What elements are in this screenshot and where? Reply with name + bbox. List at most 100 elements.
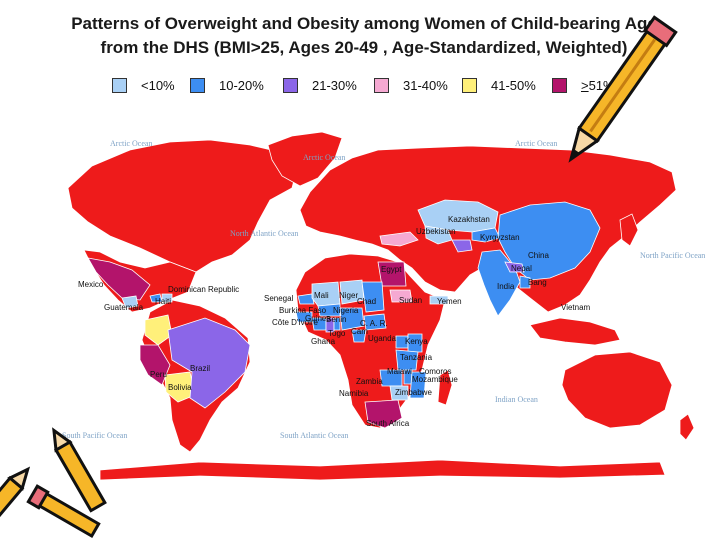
legend-label-41-50: 41-50% <box>491 78 536 93</box>
label-peru: Peru <box>150 370 167 379</box>
label-comoros: Comoros <box>419 367 451 376</box>
region-kyrgyzstan <box>471 227 501 243</box>
legend-swatch-31-40 <box>374 78 389 93</box>
legend: <10% 10-20% 21-30% 31-40% 41-50% >51% <box>0 78 728 98</box>
ocean-label-south-atlantic: South Atlantic Ocean <box>280 431 348 440</box>
label-vietnam: Vietnam <box>561 303 591 312</box>
map-title-line2: from the DHS (BMI>25, Ages 20-49 , Age-S… <box>100 38 628 57</box>
region-china <box>497 201 601 281</box>
legend-label-lt10: <10% <box>141 78 175 93</box>
label-brazil: Brazil <box>190 364 210 373</box>
region-brazil <box>167 317 251 409</box>
region-dominican-republic <box>161 293 173 303</box>
label-mali: Mali <box>314 291 329 300</box>
pencils-clipart-bottom-left <box>0 427 107 546</box>
label-mozambique: Mozambique <box>412 375 458 384</box>
region-kenya <box>407 333 423 353</box>
region-burkina-faso <box>317 303 341 317</box>
label-namibia: Namibia <box>339 389 369 398</box>
label-tanzania: Tanzania <box>400 353 433 362</box>
legend-swatch-lt10 <box>112 78 127 93</box>
north-america <box>67 139 299 273</box>
legend-label-10-20: 10-20% <box>219 78 264 93</box>
dhs-countries <box>87 199 601 429</box>
label-chad: Chad <box>357 297 376 306</box>
region-uzbekistan <box>424 225 453 245</box>
label-guinea: Guinea <box>305 314 331 323</box>
region-zimbabwe <box>389 385 409 401</box>
region-central-asia-small <box>451 239 473 253</box>
region-bangladesh <box>519 275 531 289</box>
legend-item-lt10: <10% <box>112 78 175 93</box>
southeast-asia <box>529 317 621 346</box>
map-title: Patterns of Overweight and Obesity among… <box>0 12 728 60</box>
new-zealand <box>679 413 695 441</box>
label-india: India <box>497 282 515 291</box>
ocean-label-arctic-right: Arctic Ocean <box>515 139 557 148</box>
region-peru <box>139 344 171 386</box>
region-senegal <box>297 293 315 305</box>
region-benin <box>333 317 341 331</box>
legend-label-31-40: 31-40% <box>403 78 448 93</box>
label-niger: Niger <box>339 291 358 300</box>
legend-swatch-21-30 <box>283 78 298 93</box>
label-nigeria: Nigeria <box>333 306 359 315</box>
label-senegal: Senegal <box>264 294 294 303</box>
label-bolivia: Bolivia <box>168 383 192 392</box>
legend-swatch-10-20 <box>190 78 205 93</box>
ocean-label-arctic-center: Arctic Ocean <box>303 153 345 162</box>
region-nigeria <box>339 307 365 331</box>
label-kenya: Kenya <box>405 337 428 346</box>
ocean-label-north-atlantic: North Atlantic Ocean <box>230 229 298 238</box>
legend-gte-symbol: > <box>581 78 589 93</box>
label-china: China <box>528 251 549 260</box>
legend-swatch-gte51 <box>552 78 567 93</box>
australia <box>561 351 673 429</box>
label-malawi: Malawi <box>387 367 412 376</box>
region-bolivia <box>164 371 196 403</box>
label-burkina-faso: Burkina Faso <box>279 306 327 315</box>
ocean-label-north-pacific: North Pacific Ocean <box>640 251 705 260</box>
region-chad <box>361 281 385 313</box>
pencil-clipart-top-right <box>568 15 678 163</box>
label-bangladesh: Bang <box>528 278 547 287</box>
region-egypt <box>377 261 407 287</box>
label-cote-divoire: Côte D'Ivoire <box>272 318 319 327</box>
label-zimbabwe: Zimbabwe <box>395 388 432 397</box>
label-ghana: Ghana <box>311 337 336 346</box>
madagascar <box>437 369 453 406</box>
label-benin: Benin <box>326 315 346 324</box>
map-title-line1: Patterns of Overweight and Obesity among… <box>71 14 657 33</box>
legend-item-41-50: 41-50% <box>462 78 536 93</box>
region-car <box>363 313 387 331</box>
label-guatemala: Guatemala <box>104 303 144 312</box>
country-labels: Kazakhstan Uzbekistan Kyrgyzstan China N… <box>78 215 591 428</box>
antarctica <box>99 459 666 481</box>
region-ghana <box>325 317 335 333</box>
label-egypt: Egypt <box>381 265 402 274</box>
region-yemen <box>429 295 449 305</box>
region-south-africa <box>364 399 403 429</box>
label-dominican-republic: Dominican Republic <box>168 285 239 294</box>
region-colombia <box>144 314 173 346</box>
ocean-label-indian: Indian Ocean <box>495 395 538 404</box>
region-guinea <box>295 311 313 323</box>
label-yemen: Yemen <box>437 297 462 306</box>
ocean-labels: Arctic Ocean Arctic Ocean Arctic Ocean N… <box>62 139 705 440</box>
region-mexico <box>87 257 151 301</box>
label-mexico: Mexico <box>78 280 104 289</box>
label-nepal: Nepal <box>511 264 532 273</box>
label-cameroon: Cam <box>351 327 368 336</box>
label-car: C. A. R. <box>360 319 388 328</box>
legend-item-31-40: 31-40% <box>374 78 448 93</box>
japan <box>619 213 639 247</box>
label-zambia: Zambia <box>356 377 383 386</box>
region-cameroon <box>351 329 367 343</box>
region-sudan <box>389 289 413 303</box>
region-guatemala <box>121 295 139 309</box>
label-haiti: Haiti <box>155 297 171 306</box>
region-mozambique <box>409 371 427 399</box>
label-uzbekistan: Uzbekistan <box>416 227 456 236</box>
greenland <box>267 131 343 187</box>
